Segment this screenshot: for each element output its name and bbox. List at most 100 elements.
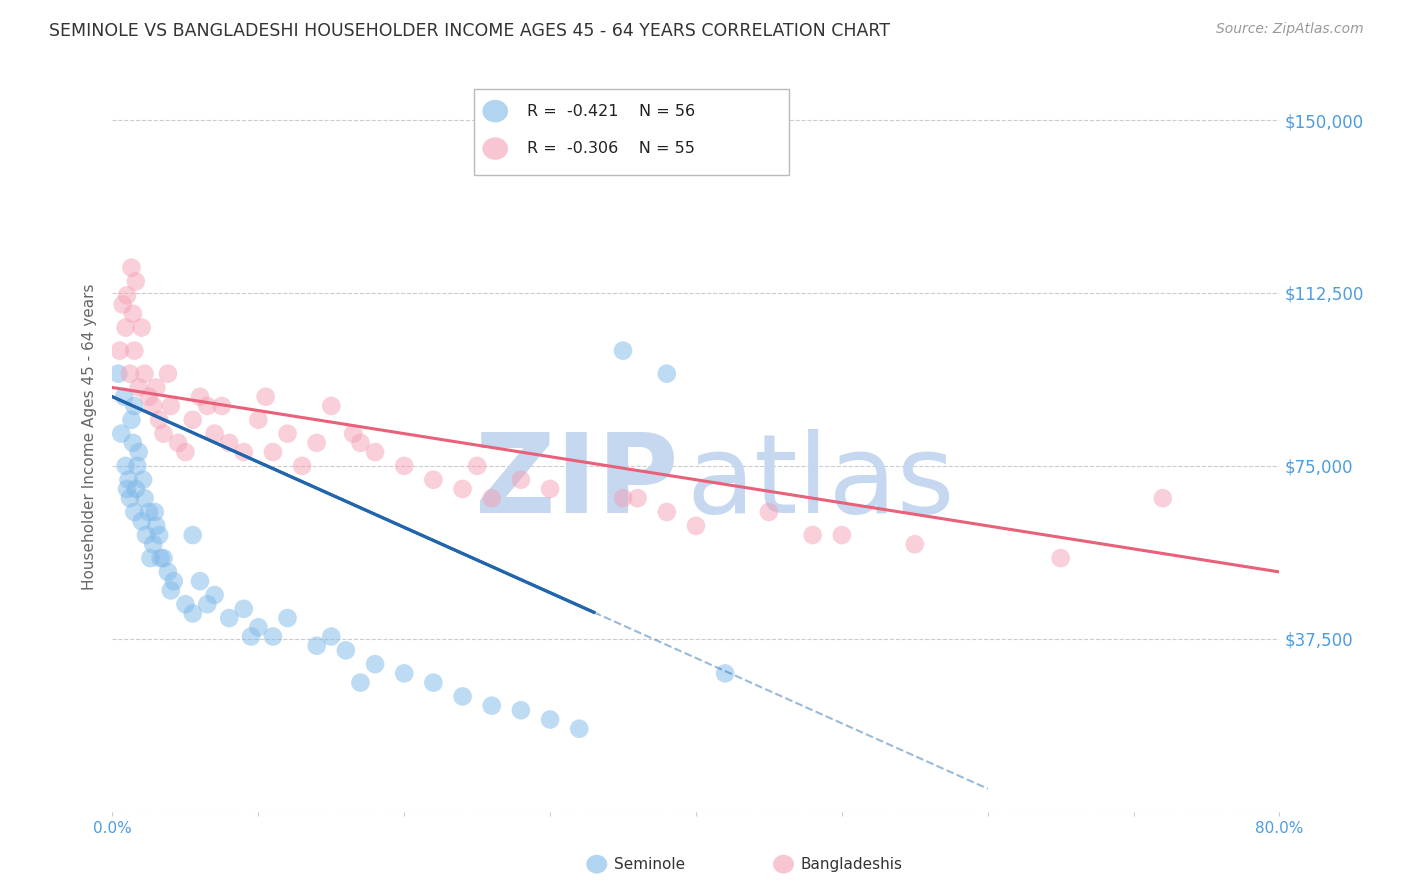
Point	[277, 611, 299, 625]
Point	[481, 698, 503, 713]
Point	[174, 445, 197, 459]
Point	[110, 426, 132, 441]
Point	[422, 473, 444, 487]
Point	[149, 551, 172, 566]
Ellipse shape	[586, 855, 607, 873]
Point	[465, 458, 488, 473]
Point	[195, 399, 218, 413]
Point	[181, 528, 204, 542]
Point	[262, 630, 284, 644]
Point	[181, 413, 204, 427]
Point	[211, 399, 233, 413]
Point	[128, 445, 150, 459]
Text: Source: ZipAtlas.com: Source: ZipAtlas.com	[1216, 22, 1364, 37]
Point	[342, 426, 364, 441]
Point	[108, 343, 131, 358]
Y-axis label: Householder Income Ages 45 - 64 years: Householder Income Ages 45 - 64 years	[82, 284, 97, 591]
Point	[277, 426, 299, 441]
Point	[451, 482, 474, 496]
Point	[125, 275, 148, 289]
Point	[138, 505, 160, 519]
Point	[204, 588, 226, 602]
Point	[758, 505, 780, 519]
Text: ZIP: ZIP	[475, 428, 679, 535]
Point	[167, 435, 190, 450]
Point	[195, 597, 218, 611]
Point	[254, 390, 277, 404]
Text: Bangladeshis: Bangladeshis	[801, 856, 903, 871]
Point	[142, 537, 165, 551]
Point	[422, 675, 444, 690]
Point	[1049, 551, 1071, 566]
Point	[131, 320, 153, 334]
Point	[538, 713, 561, 727]
Ellipse shape	[482, 137, 508, 160]
Point	[120, 260, 142, 275]
Point	[204, 426, 226, 441]
Point	[124, 399, 146, 413]
Point	[655, 367, 678, 381]
Point	[160, 583, 183, 598]
Point	[232, 445, 254, 459]
Point	[135, 528, 157, 542]
Point	[163, 574, 186, 589]
Point	[188, 574, 211, 589]
Point	[148, 413, 170, 427]
Point	[114, 458, 136, 473]
Point	[118, 367, 141, 381]
Point	[134, 491, 156, 505]
Point	[188, 390, 211, 404]
Point	[364, 657, 387, 672]
Point	[1152, 491, 1174, 505]
Point	[139, 551, 162, 566]
Point	[831, 528, 853, 542]
Point	[364, 445, 387, 459]
Point	[125, 482, 148, 496]
Point	[152, 426, 174, 441]
Point	[138, 390, 160, 404]
Text: Seminole: Seminole	[614, 856, 685, 871]
Point	[142, 399, 165, 413]
Point	[174, 597, 197, 611]
Point	[394, 458, 416, 473]
Point	[305, 639, 328, 653]
Point	[538, 482, 561, 496]
Point	[124, 505, 146, 519]
Point	[627, 491, 650, 505]
Point	[904, 537, 927, 551]
Point	[115, 482, 138, 496]
Point	[156, 367, 179, 381]
Point	[262, 445, 284, 459]
Point	[118, 491, 141, 505]
Point	[655, 505, 678, 519]
Point	[145, 380, 167, 394]
FancyBboxPatch shape	[474, 88, 789, 175]
Point	[122, 307, 145, 321]
Point	[321, 399, 343, 413]
Point	[685, 519, 707, 533]
Point	[111, 297, 134, 311]
Point	[181, 607, 204, 621]
Point	[305, 435, 328, 450]
Point	[152, 551, 174, 566]
Point	[218, 435, 240, 450]
Point	[148, 528, 170, 542]
Point	[160, 399, 183, 413]
Text: R =  -0.306    N = 55: R = -0.306 N = 55	[527, 141, 695, 156]
Point	[568, 722, 591, 736]
Point	[291, 458, 314, 473]
Point	[394, 666, 416, 681]
Point	[132, 473, 155, 487]
Point	[128, 380, 150, 394]
Text: SEMINOLE VS BANGLADESHI HOUSEHOLDER INCOME AGES 45 - 64 YEARS CORRELATION CHART: SEMINOLE VS BANGLADESHI HOUSEHOLDER INCO…	[49, 22, 890, 40]
Point	[218, 611, 240, 625]
Point	[240, 630, 263, 644]
Point	[145, 519, 167, 533]
Point	[349, 435, 371, 450]
Point	[612, 491, 634, 505]
Point	[107, 367, 129, 381]
Point	[143, 505, 166, 519]
Point	[509, 703, 531, 717]
Point	[156, 565, 179, 579]
Point	[131, 514, 153, 528]
